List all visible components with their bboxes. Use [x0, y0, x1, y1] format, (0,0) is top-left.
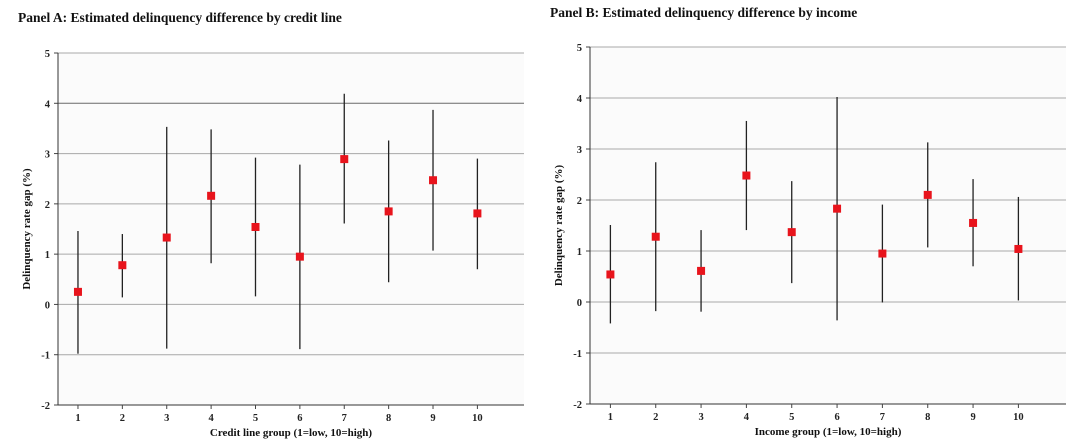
- panel-b-point-estimate: [651, 232, 660, 241]
- panel-b-ytick-label: 5: [577, 43, 582, 54]
- panel-b-ytick-label: -2: [573, 400, 582, 411]
- panel-b-ytick-label: 1: [577, 247, 582, 258]
- panel-a-xtick-label: 3: [164, 413, 169, 424]
- panel-b-point-estimate: [878, 249, 887, 258]
- panel-b-xtick-label: 10: [1013, 412, 1024, 423]
- panel-a-ytick-label: 0: [45, 300, 50, 311]
- panel-a-point-estimate: [162, 233, 171, 242]
- panel-a-xtick-label: 10: [472, 413, 483, 424]
- panel-a-point-estimate: [251, 222, 260, 231]
- panel-a-xtick-label: 9: [430, 413, 435, 424]
- panel-b-xtick-label: 7: [880, 412, 885, 423]
- panel-a-ytick-label: -1: [41, 351, 50, 362]
- panel-a-ytick-label: 3: [45, 150, 50, 161]
- panel-a-point-estimate: [73, 287, 82, 296]
- panel-a-ytick-label: 4: [45, 99, 51, 110]
- panel-a-ytick-label: 5: [45, 49, 50, 60]
- panel-b-point-estimate: [697, 266, 706, 275]
- panel-b-xtick-label: 1: [608, 412, 613, 423]
- panel-b-xtick-label: 2: [653, 412, 658, 423]
- panel-b-ytick-label: 2: [577, 196, 582, 207]
- panel-a-x-axis-label: Credit line group (1=low, 10=high): [210, 427, 373, 439]
- panel-a-y-axis-label: Delinquency rate gap (%): [21, 168, 33, 290]
- panel-a-xtick-label: 1: [75, 413, 80, 424]
- panel-a-point-estimate: [207, 191, 216, 200]
- panel-b-point-estimate: [787, 228, 796, 237]
- panel-b-xtick-label: 6: [834, 412, 839, 423]
- panel-a-ytick-label: -2: [41, 401, 50, 412]
- panel-b-y-axis-label: Delinquency rate gap (%): [553, 165, 565, 287]
- panel-b-xtick-label: 9: [970, 412, 975, 423]
- panel-b-ytick-label: 4: [577, 94, 583, 105]
- panel-a-point-estimate: [384, 207, 393, 216]
- panel-b-point-estimate: [742, 171, 751, 180]
- panel-a-point-estimate: [118, 261, 127, 270]
- panel-a-xtick-label: 6: [297, 413, 302, 424]
- panel-b-xtick-label: 3: [698, 412, 703, 423]
- panel-b-xtick-label: 4: [744, 412, 750, 423]
- panel-a-xtick-label: 4: [208, 413, 214, 424]
- panel-a-ytick-label: 2: [45, 200, 50, 211]
- panel-b-point-estimate: [833, 204, 842, 213]
- panel-b-point-estimate: [969, 218, 978, 227]
- panel-b-xtick-label: 8: [925, 412, 930, 423]
- panel-b-point-estimate: [606, 270, 615, 279]
- panel-a-point-estimate: [429, 176, 438, 185]
- panel-b-x-axis-label: Income group (1=low, 10=high): [755, 426, 902, 438]
- panel-b-ytick-label: -1: [573, 349, 582, 360]
- panel-b-xtick-label: 5: [789, 412, 794, 423]
- panel-a-point-estimate: [340, 155, 349, 164]
- panel-b-title: Panel B: Estimated delinquency differenc…: [550, 5, 858, 20]
- panel-a-xtick-label: 8: [386, 413, 391, 424]
- panel-b-ytick-label: 0: [577, 298, 582, 309]
- panel-a-xtick-label: 5: [253, 413, 258, 424]
- panel-a-plot-area: [58, 53, 524, 405]
- panel-a-ytick-label: 1: [45, 250, 50, 261]
- panel-b-point-estimate: [923, 190, 932, 199]
- panel-b-plot-area: [590, 47, 1066, 404]
- panel-a-xtick-label: 7: [342, 413, 347, 424]
- panel-b-point-estimate: [1014, 244, 1023, 253]
- panel-a-point-estimate: [295, 252, 304, 261]
- panel-b-ytick-label: 3: [577, 145, 582, 156]
- panel-a-title: Panel A: Estimated delinquency differenc…: [18, 10, 342, 25]
- panel-a-xtick-label: 2: [120, 413, 125, 424]
- panel-a-point-estimate: [473, 209, 482, 218]
